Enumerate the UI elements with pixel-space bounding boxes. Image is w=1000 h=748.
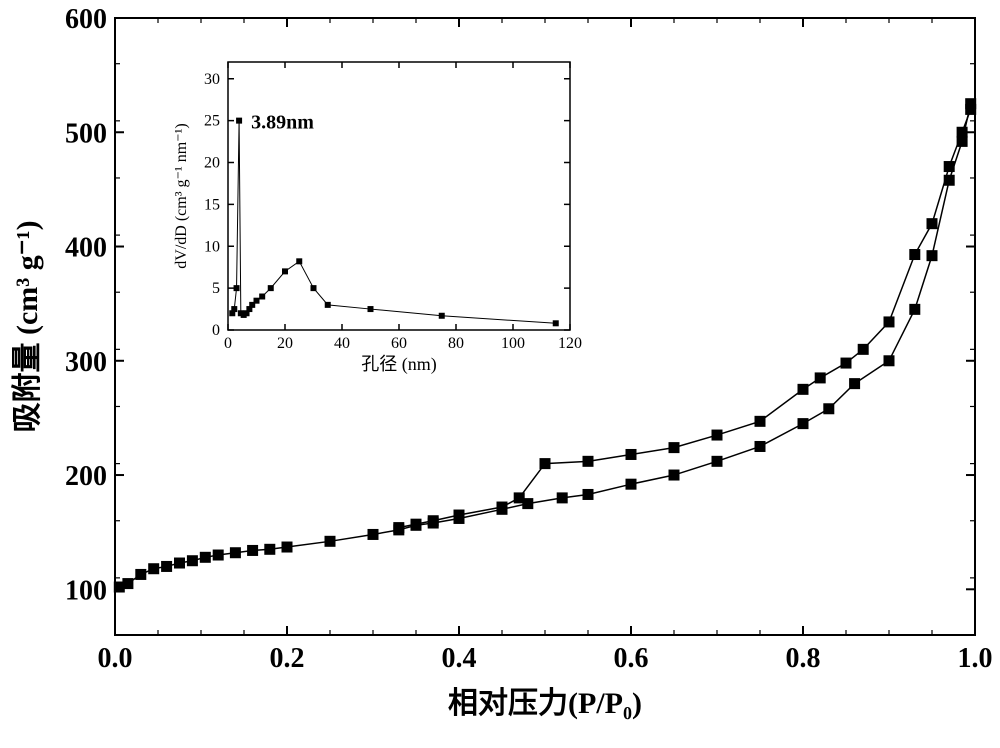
y-tick-label: 5: [212, 280, 220, 297]
y-tick-label: 20: [204, 155, 220, 172]
inset-x-axis-label: 孔径 (nm): [361, 354, 437, 375]
chart-container: 0.00.20.40.60.81.0100200300400500600相对压力…: [0, 0, 1000, 748]
y-tick-label: 200: [65, 461, 107, 492]
x-tick-label: 60: [391, 335, 407, 352]
y-tick-label: 100: [65, 575, 107, 606]
x-tick-label: 0.2: [270, 643, 305, 674]
y-tick-label: 600: [65, 4, 107, 35]
x-tick-label: 80: [448, 335, 464, 352]
x-tick-label: 0.4: [442, 643, 477, 674]
y-tick-label: 0: [212, 322, 220, 339]
x-axis-label: 相对压力(P/P₀): [448, 687, 642, 720]
y-tick-label: 300: [65, 347, 107, 378]
x-tick-label: 0.0: [98, 643, 133, 674]
y-tick-label: 10: [204, 238, 220, 255]
x-tick-label: 0: [224, 335, 232, 352]
x-tick-label: 1.0: [958, 643, 993, 674]
x-tick-label: 100: [501, 335, 525, 352]
y-axis-label: 吸附量 (cm³ g⁻¹): [11, 220, 44, 432]
peak-annotation: 3.89nm: [251, 112, 314, 134]
psd-series: [229, 118, 558, 327]
inset-chart: 0 20 40 60 80 100 120 0 5 10 15 20 25 30 孔径 (nm) dV/dD …: [173, 62, 582, 375]
inset-y-axis-label: dV/dD (cm³ g⁻¹ nm⁻¹): [173, 123, 190, 268]
main-chart: 0.00.20.40.60.81.0100200300400500600相对压力…: [11, 4, 993, 720]
x-tick-label: 0.6: [614, 643, 649, 674]
chart-svg: 0.00.20.40.60.81.0100200300400500600相对压力…: [0, 0, 1000, 748]
x-tick-label: 120: [558, 335, 582, 352]
y-tick-label: 25: [204, 113, 220, 130]
y-tick-label: 15: [204, 196, 220, 213]
x-tick-label: 20: [277, 335, 293, 352]
x-tick-label: 0.8: [786, 643, 821, 674]
y-tick-label: 500: [65, 118, 107, 149]
y-tick-label: 30: [204, 71, 220, 88]
x-tick-label: 40: [334, 335, 350, 352]
y-tick-label: 400: [65, 233, 107, 264]
isotherm-series: [114, 98, 976, 592]
